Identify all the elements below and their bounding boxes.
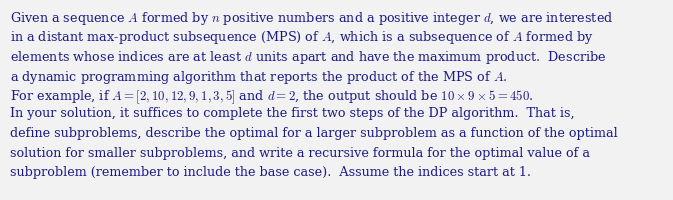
Text: subproblem (remember to include the base case).  Assume the indices start at 1.: subproblem (remember to include the base… (10, 166, 531, 179)
Text: define subproblems, describe the optimal for a larger subproblem as a function o: define subproblems, describe the optimal… (10, 127, 618, 140)
Text: For example, if $A = [2, 10, 12, 9, 1, 3, 5]$ and $d = 2$, the output should be : For example, if $A = [2, 10, 12, 9, 1, 3… (10, 88, 534, 106)
Text: a dynamic programming algorithm that reports the product of the MPS of $A$.: a dynamic programming algorithm that rep… (10, 68, 507, 86)
Text: in a distant max-product subsequence (MPS) of $A$, which is a subsequence of $A$: in a distant max-product subsequence (MP… (10, 29, 594, 46)
Text: solution for smaller subproblems, and write a recursive formula for the optimal : solution for smaller subproblems, and wr… (10, 146, 590, 160)
Text: Given a sequence $A$ formed by $n$ positive numbers and a positive integer $d$, : Given a sequence $A$ formed by $n$ posit… (10, 10, 613, 27)
Text: In your solution, it suffices to complete the first two steps of the DP algorith: In your solution, it suffices to complet… (10, 108, 575, 120)
Text: elements whose indices are at least $d$ units apart and have the maximum product: elements whose indices are at least $d$ … (10, 49, 606, 66)
